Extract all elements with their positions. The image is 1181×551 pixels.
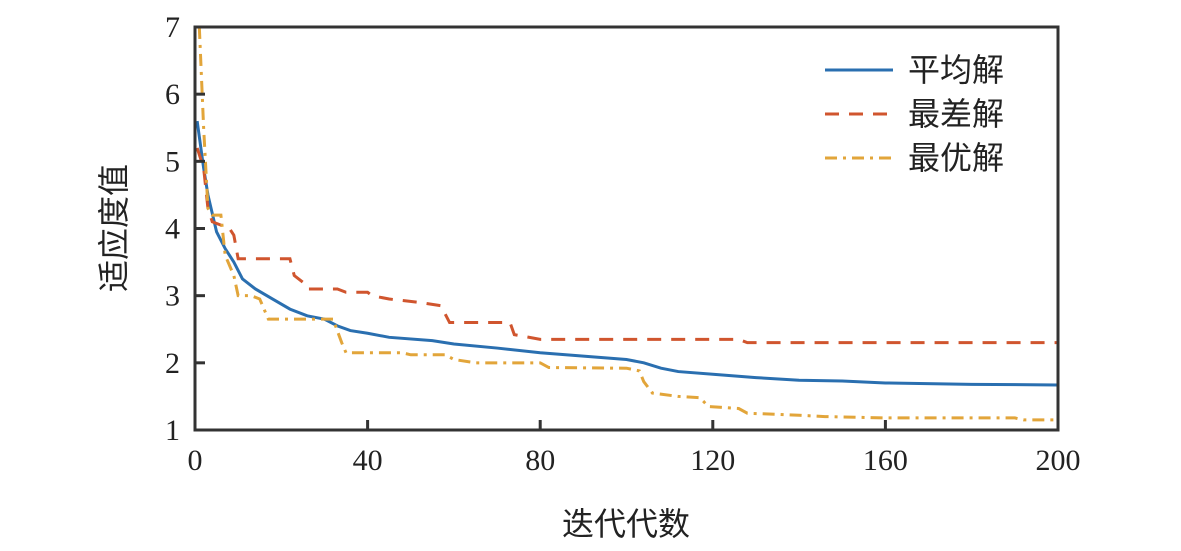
- y-axis-label: 适应度值: [95, 164, 133, 292]
- x-tick-label: 160: [863, 444, 908, 477]
- legend-label-1: 最差解: [908, 95, 1004, 133]
- x-tick-label: 120: [690, 444, 735, 477]
- y-tick-label: 5: [165, 145, 180, 178]
- legend-label-0: 平均解: [908, 51, 1004, 89]
- x-tick-label: 40: [353, 444, 383, 477]
- series-line-2: [197, 26, 1058, 422]
- y-tick-label: 2: [165, 347, 180, 380]
- x-tick-label: 200: [1036, 444, 1081, 477]
- series-line-0: [195, 120, 1059, 387]
- y-tick-label: 4: [165, 213, 180, 246]
- y-tick-label: 6: [165, 78, 180, 111]
- x-axis-label: 迭代代数: [562, 505, 690, 543]
- legend-label-2: 最优解: [908, 139, 1004, 177]
- x-tick-label: 0: [188, 444, 203, 477]
- y-tick-label: 1: [165, 414, 180, 447]
- x-tick-label: 80: [525, 444, 555, 477]
- y-tick-label: 3: [165, 280, 180, 313]
- y-tick-label: 7: [165, 11, 180, 44]
- series-line-1: [195, 147, 1058, 345]
